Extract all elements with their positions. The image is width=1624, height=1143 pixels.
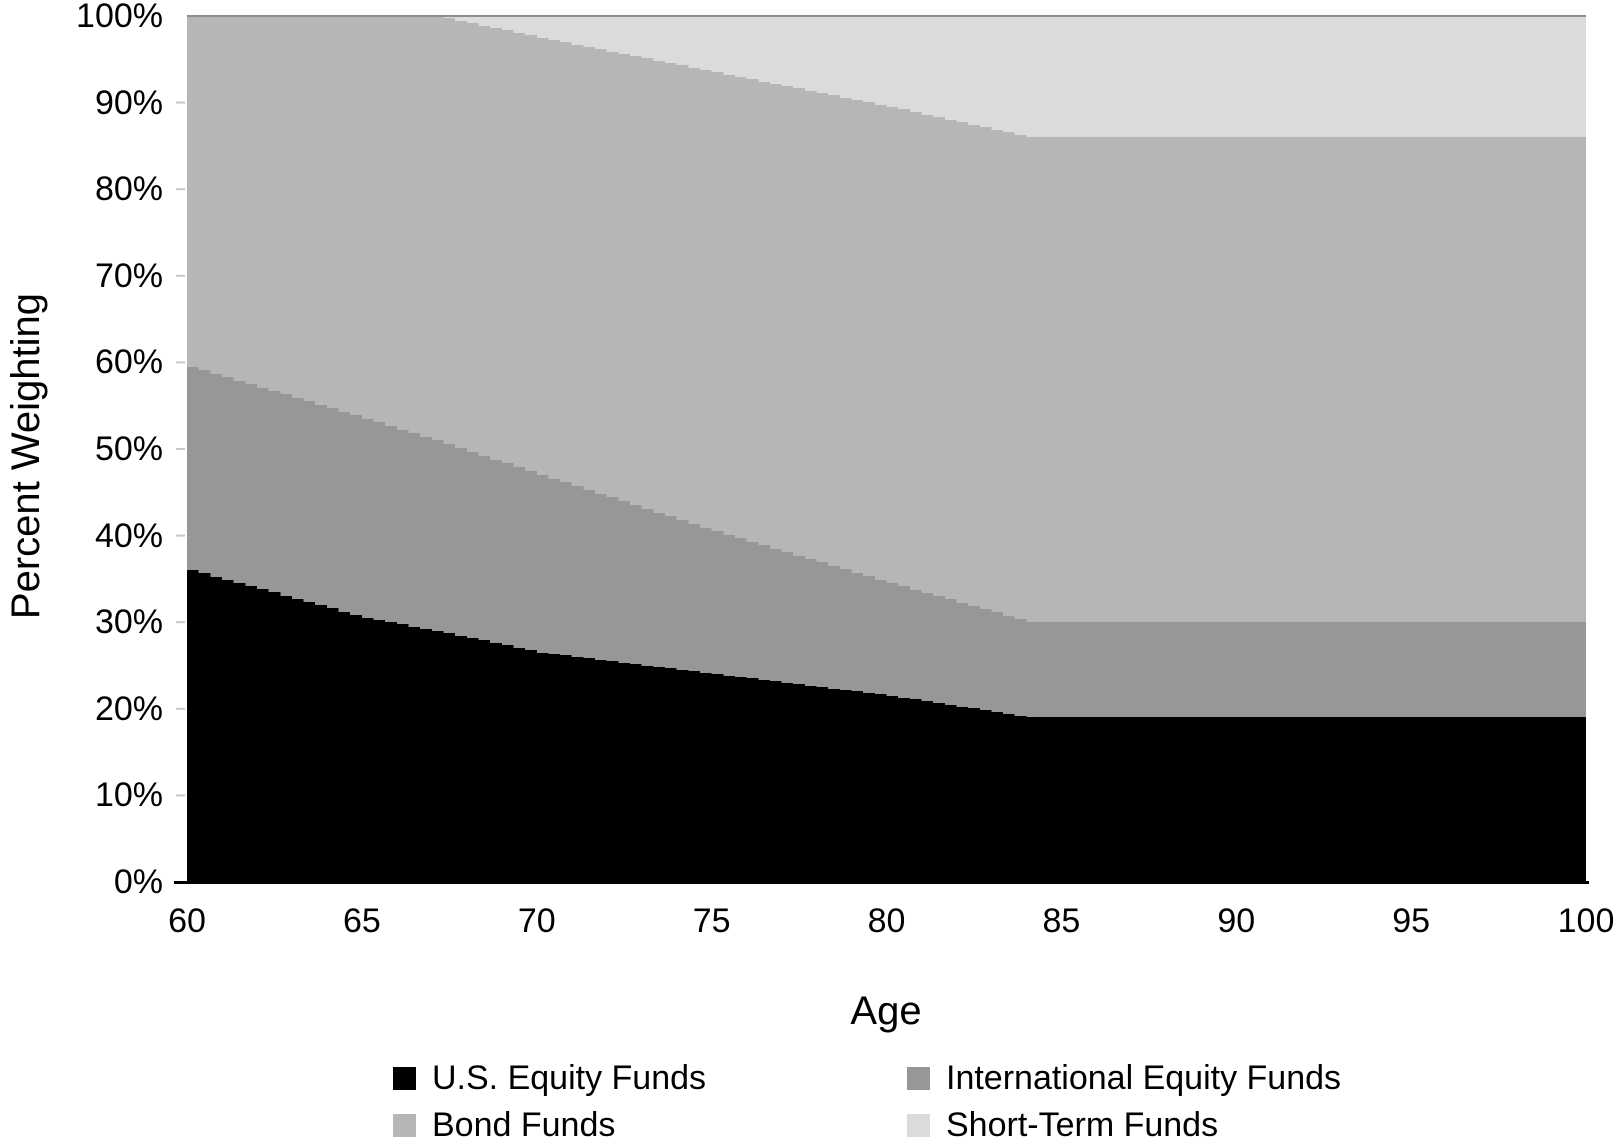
- bond-swatch-icon: [393, 1113, 416, 1137]
- international-equity-swatch-icon: [907, 1066, 930, 1090]
- legend-label: Bond Funds: [432, 1106, 616, 1143]
- y-tick-label: 90%: [94, 83, 163, 122]
- y-tick-mark: [176, 274, 185, 277]
- y-tick-mark: [176, 621, 185, 624]
- short-term-swatch-icon: [907, 1113, 930, 1137]
- x-tick-label: 90: [1217, 902, 1256, 940]
- y-tick-label: 60%: [94, 343, 163, 382]
- y-tick-label: 100%: [76, 0, 163, 35]
- y-tick-label: 70%: [94, 256, 163, 295]
- y-axis-title: Percent Weighting: [4, 292, 48, 620]
- y-tick-mark: [176, 188, 185, 191]
- y-tick-mark: [176, 707, 185, 710]
- y-tick-label: 0%: [113, 863, 163, 901]
- x-tick-label: 70: [517, 902, 556, 940]
- x-tick-label: 60: [168, 902, 206, 940]
- y-tick-mark: [176, 448, 185, 450]
- y-tick-mark: [176, 361, 185, 364]
- y-tick-mark: [176, 534, 185, 537]
- x-tick-label: 100: [1557, 902, 1615, 940]
- y-tick-label: 20%: [94, 689, 163, 728]
- y-tick-label: 40%: [94, 516, 163, 555]
- us-equity-swatch-icon: [393, 1066, 416, 1090]
- legend-item-bond: Bond Funds: [393, 1105, 907, 1143]
- y-tick-label: 80%: [94, 170, 163, 209]
- legend-item-us-equity: U.S. Equity Funds: [393, 1058, 907, 1098]
- area-u-s-equity-funds: [187, 570, 1586, 882]
- y-tick-mark: [176, 101, 185, 104]
- legend-label: International Equity Funds: [946, 1059, 1342, 1097]
- legend-label: Short-Term Funds: [946, 1106, 1219, 1143]
- plot-top-border: [187, 15, 1586, 17]
- x-tick-label: 65: [342, 902, 381, 940]
- legend: U.S. Equity Funds International Equity F…: [393, 1058, 1341, 1143]
- y-tick-label: 50%: [94, 430, 163, 468]
- y-tick-label: 30%: [94, 603, 163, 642]
- x-axis-title: Age: [850, 989, 922, 1033]
- y-tick-mark: [176, 794, 185, 797]
- x-tick-label: 85: [1042, 902, 1081, 940]
- x-tick-label: 75: [692, 902, 731, 940]
- legend-label: U.S. Equity Funds: [432, 1059, 707, 1097]
- legend-item-short-term: Short-Term Funds: [907, 1105, 1341, 1143]
- x-axis-line: [174, 881, 1589, 884]
- y-tick-label: 10%: [94, 776, 163, 815]
- x-tick-label: 95: [1392, 902, 1431, 940]
- legend-item-international-equity: International Equity Funds: [907, 1058, 1341, 1098]
- x-tick-label: 80: [867, 902, 906, 940]
